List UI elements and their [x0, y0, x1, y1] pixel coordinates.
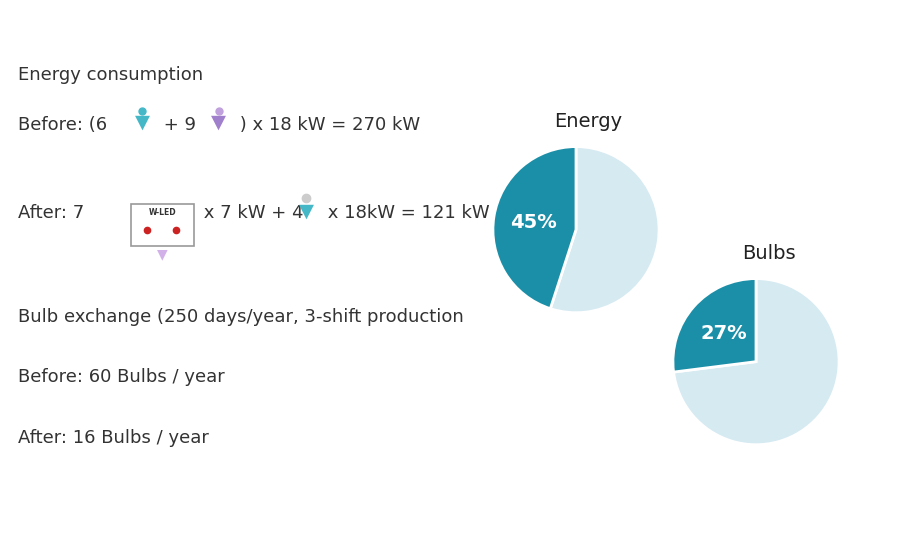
- FancyBboxPatch shape: [131, 204, 194, 246]
- Text: 27%: 27%: [700, 323, 747, 343]
- Text: + 9: + 9: [158, 116, 195, 134]
- Text: ▼: ▼: [299, 202, 313, 221]
- Text: Bulbs: Bulbs: [742, 244, 796, 263]
- Wedge shape: [673, 279, 839, 445]
- Wedge shape: [550, 147, 659, 313]
- Text: W-LED: W-LED: [148, 208, 176, 217]
- Text: Energy: Energy: [554, 112, 623, 131]
- Text: ) x 18 kW = 270 kW: ) x 18 kW = 270 kW: [234, 116, 420, 134]
- Text: Before: (6: Before: (6: [18, 116, 107, 134]
- Text: Before: 60 Bulbs / year: Before: 60 Bulbs / year: [18, 368, 225, 387]
- Text: x 7 kW + 4: x 7 kW + 4: [198, 204, 303, 222]
- Text: ▼: ▼: [158, 248, 167, 261]
- Text: ▼: ▼: [135, 113, 149, 132]
- Text: x 18kW = 121 kW: x 18kW = 121 kW: [322, 204, 490, 222]
- Text: Bulb exchange (250 days/year, 3-shift production: Bulb exchange (250 days/year, 3-shift pr…: [18, 308, 464, 326]
- Text: 45%: 45%: [510, 213, 557, 233]
- Wedge shape: [493, 147, 576, 309]
- Text: After: 7: After: 7: [18, 204, 85, 222]
- Text: After: 16 Bulbs / year: After: 16 Bulbs / year: [18, 429, 209, 447]
- Wedge shape: [673, 279, 756, 372]
- Text: ▼: ▼: [212, 113, 226, 132]
- Text: Energy consumption: Energy consumption: [18, 66, 203, 84]
